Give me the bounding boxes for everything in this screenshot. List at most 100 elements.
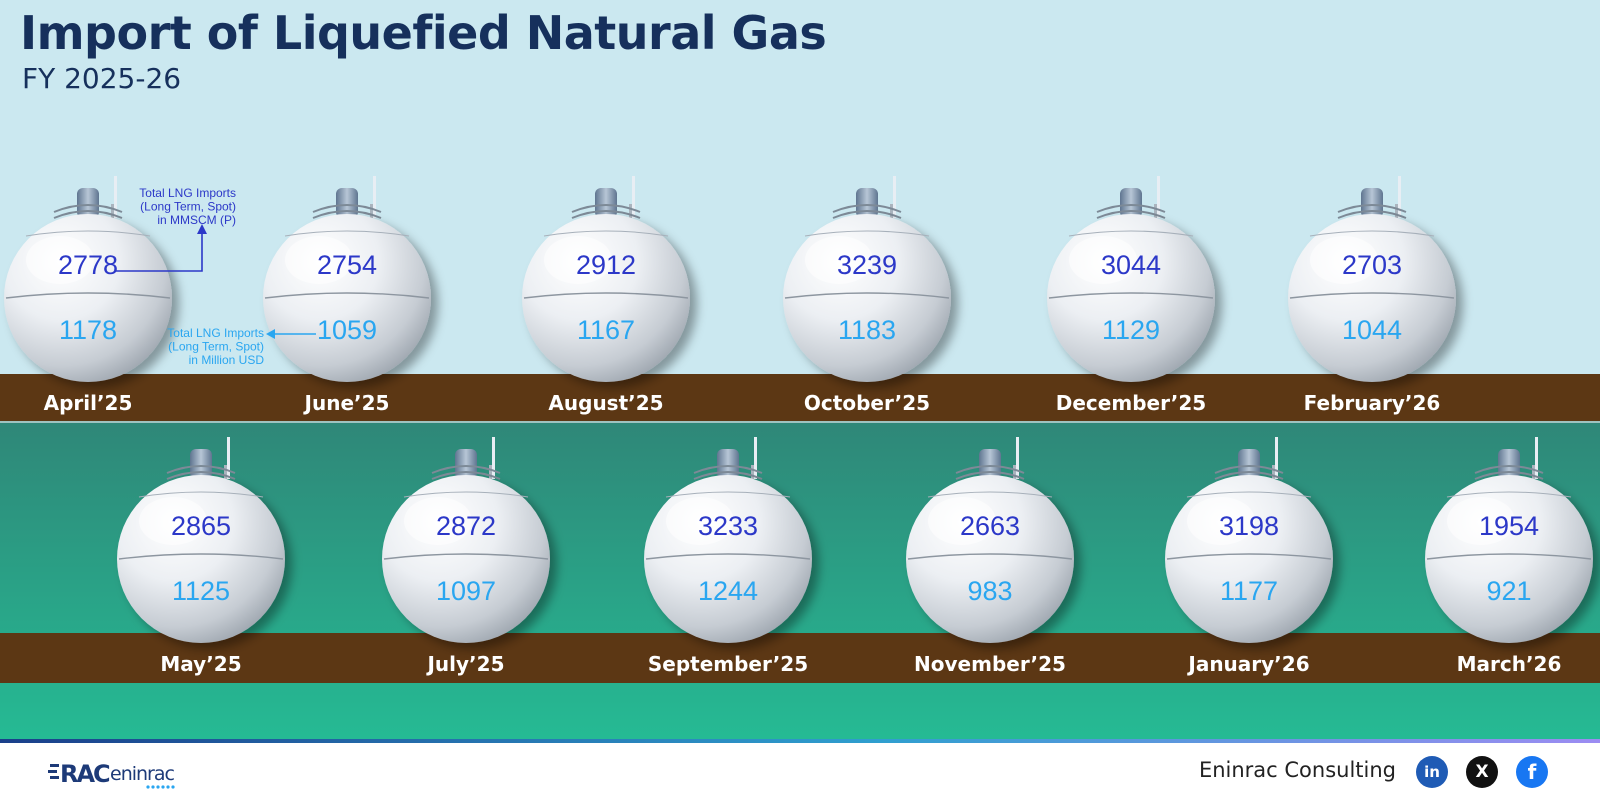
tank-vent-pipe [1532,465,1535,479]
tank-highlight [928,497,996,545]
tank-highlight [139,497,207,545]
facebook-icon[interactable]: f [1516,756,1548,788]
tank-equator-seam [118,553,284,560]
tank-equator-seam [907,553,1073,560]
month-label: February’26 [1304,391,1441,415]
tank-volume-value: 2872 [436,511,496,541]
lng-tank: 3239 1183 October’25 [783,176,951,415]
tank-volume-value: 3239 [837,250,897,280]
tank-dome-pipe [455,449,477,479]
tank-highlight [666,497,734,545]
tank-sphere [117,475,285,643]
tank-railing [693,465,763,474]
value-arrowhead [266,329,275,339]
tank-sphere [1425,475,1593,643]
lng-tank: 3198 1177 January’26 [1165,437,1333,676]
page-title: Import of Liquefied Natural Gas [20,6,827,60]
month-label: September’25 [648,652,808,676]
tank-vent-pipe [893,176,896,218]
tank-railing [955,465,1025,474]
tank-volume-value: 2778 [58,250,118,280]
tank-usd-value: 1183 [838,315,896,345]
tank-highlight [1187,497,1255,545]
tank-dome-pipe [1361,188,1383,218]
tank-sphere [522,214,690,382]
tank-railing [955,471,1025,480]
tank-highlight [544,236,612,284]
tank-vent-pipe [370,204,373,218]
annotation-line: in MMSCM (P) [157,213,236,227]
tank-vent-pipe [632,176,635,218]
tank-sphere [1047,214,1215,382]
tank-railing [166,471,236,480]
tank-railing [53,210,123,219]
tank-equator-seam [523,292,689,299]
tank-railing [431,471,501,480]
x-icon[interactable]: X [1466,756,1498,788]
tank-equator-seam [645,553,811,560]
volume-annotation: Total LNG Imports (Long Term, Spot) in MMS… [116,186,236,272]
tank-railing [312,210,382,219]
tank-volume-value: 2865 [171,511,231,541]
tank-vent-pipe [754,437,757,479]
tank-vent-pipe [890,204,893,218]
tank-railing [832,210,902,219]
lng-tank: 3233 1244 September’25 [644,437,812,676]
lng-tank: 3044 1129 December’25 [1047,176,1215,415]
tank-vent-pipe [111,204,114,218]
tank-equator-seam [264,292,430,299]
tank-usd-value: 1097 [436,576,496,606]
month-label: June’25 [303,391,390,415]
upper-ground-band [0,374,1600,422]
lng-tank: 1954 921 March’26 [1425,437,1593,676]
tank-volume-value: 2703 [1342,250,1402,280]
tank-upper-seam [1186,491,1312,498]
tank-highlight [805,236,873,284]
tank-upper-seam [138,491,264,498]
linkedin-icon[interactable]: in [1416,756,1448,788]
tank-dome-pipe [979,449,1001,479]
tank-railing [571,210,641,219]
tank-upper-seam [543,230,669,237]
upper-ground-edge [0,421,1600,423]
month-label: November’25 [914,652,1066,676]
tank-sphere [1288,214,1456,382]
month-label: May’25 [160,652,241,676]
tank-highlight [285,236,353,284]
month-label: July’25 [425,652,504,676]
lng-tank: 2663 983 November’25 [906,437,1074,676]
tank-usd-value: 1125 [172,576,230,606]
tank-equator-seam [5,292,171,299]
tank-volume-value: 3044 [1101,250,1161,280]
tank-vent-pipe [629,204,632,218]
tank-railing [1214,465,1284,474]
tank-vent-pipe [751,465,754,479]
tank-dome-pipe [595,188,617,218]
brand-name: Eninrac Consulting [1198,758,1396,782]
eninrac-logo: RAC eninrac [48,760,176,789]
annotation-line: (Long Term, Spot) [140,200,236,214]
tank-sphere [263,214,431,382]
tank-railing [693,471,763,480]
tank-railing [1096,204,1166,213]
tank-vent-pipe [114,176,117,218]
tank-equator-seam [1289,292,1455,299]
tank-volume-value: 3198 [1219,511,1279,541]
tank-vent-pipe [1154,204,1157,218]
tank-upper-seam [1309,230,1435,237]
tank-vent-pipe [1535,437,1538,479]
tank-volume-value: 1954 [1479,511,1539,541]
tank-dome-pipe [336,188,358,218]
lng-tank: 2778 1178 April’25 [4,176,172,415]
tank-sphere [783,214,951,382]
tank-volume-value: 2912 [576,250,636,280]
tank-equator-seam [1426,553,1592,560]
annotation-line: Total LNG Imports [167,326,264,340]
tank-dome-pipe [1120,188,1142,218]
tank-railing [1337,204,1407,213]
tank-railing [1096,210,1166,219]
tank-usd-value: 921 [1486,576,1531,606]
month-label: August’25 [548,391,663,415]
tank-upper-seam [1068,230,1194,237]
